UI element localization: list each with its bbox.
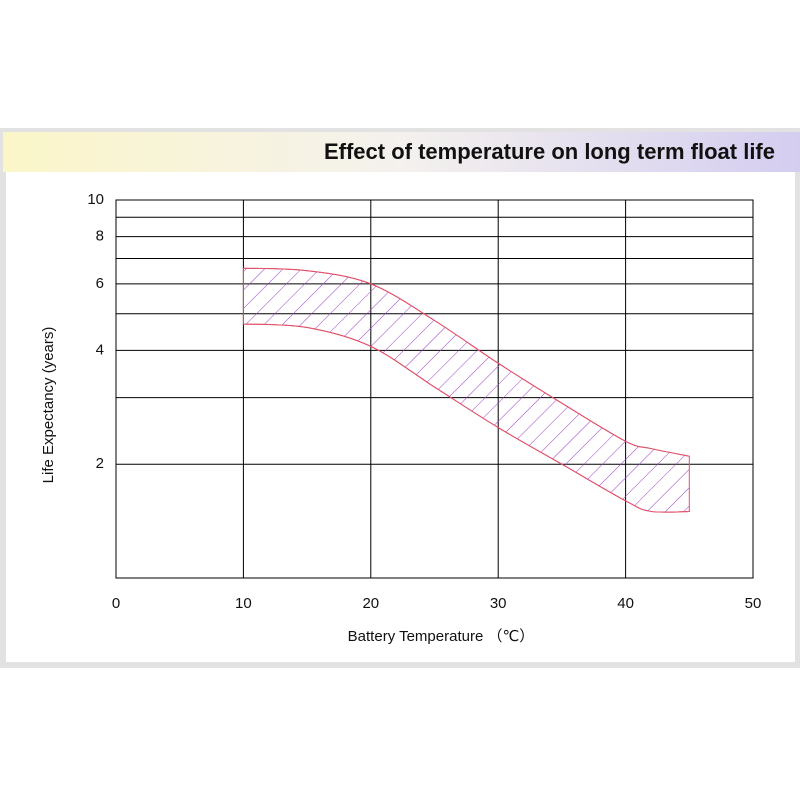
y-tick-label: 2 xyxy=(96,455,104,472)
x-tick-label: 50 xyxy=(745,595,762,612)
x-tick-label: 0 xyxy=(112,595,120,612)
plot-area: 2 4 6 8 10 0 10 20 30 40 50 xyxy=(87,191,761,612)
x-tick-label: 30 xyxy=(490,595,507,612)
x-tick-label: 10 xyxy=(235,595,252,612)
x-tick-label: 40 xyxy=(617,595,634,612)
y-tick-label: 4 xyxy=(96,341,104,358)
y-axis-label: Life Expectancy (years) xyxy=(40,327,57,484)
upper-line xyxy=(243,267,690,457)
chart-title: Effect of temperature on long term float… xyxy=(324,139,775,164)
title-bar xyxy=(3,132,800,172)
y-tick-label: 8 xyxy=(96,228,104,245)
y-tick-label: 6 xyxy=(96,275,104,292)
x-axis-label: Battery Temperature （℃） xyxy=(348,628,535,645)
lower-line xyxy=(243,323,690,513)
x-tick-label: 20 xyxy=(362,595,379,612)
plot-frame xyxy=(115,199,754,579)
y-tick-label: 10 xyxy=(87,191,104,208)
